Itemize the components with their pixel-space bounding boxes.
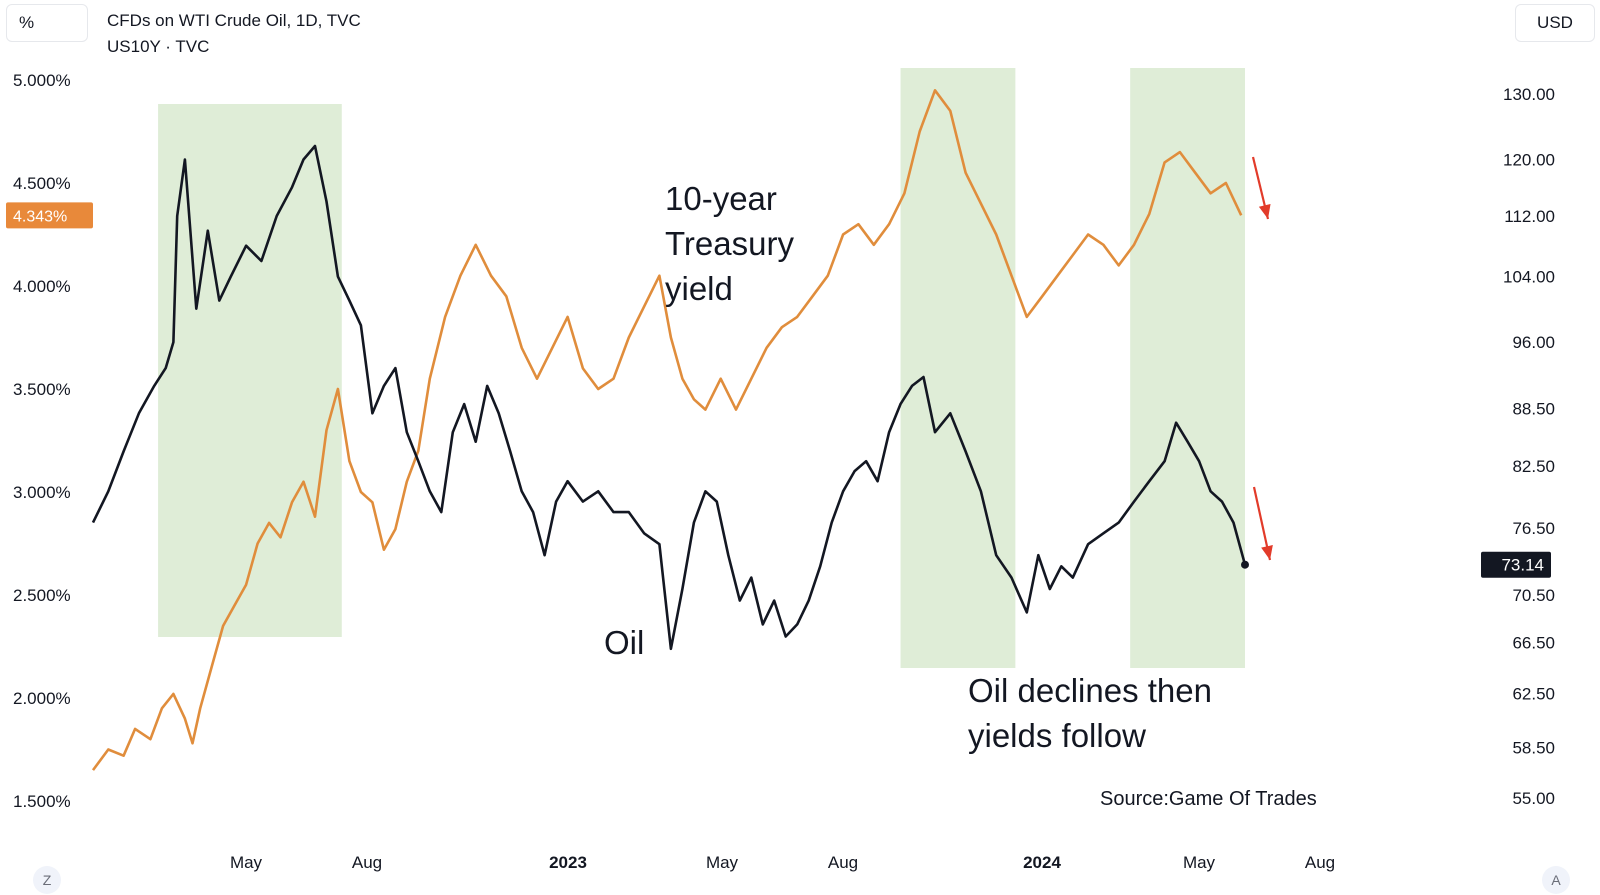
- oil-current-label: 73.14: [1501, 556, 1544, 575]
- source-credit: Source:Game Of Trades: [1100, 788, 1317, 810]
- left-axis-tick: 3.000%: [13, 483, 71, 502]
- right-axis-tick: 88.50: [1512, 400, 1555, 419]
- oil-down-arrow-head: [1261, 545, 1273, 560]
- right-axis-tick: 112.00: [1504, 207, 1555, 226]
- right-axis-tick: 82.50: [1512, 457, 1555, 476]
- right-axis-tick: 62.50: [1512, 684, 1555, 703]
- right-axis-tick: 130.00: [1503, 85, 1555, 104]
- x-axis-tick: May: [706, 853, 739, 872]
- x-axis-tick: 2023: [549, 853, 587, 872]
- x-axis-tick: Aug: [828, 853, 858, 872]
- left-axis-tick: 3.500%: [13, 380, 71, 399]
- right-axis-tick: 104.00: [1503, 268, 1555, 287]
- x-axis-tick: May: [230, 853, 263, 872]
- series-lines: [91, 89, 1249, 771]
- annotation-oil-declines: Oil declines then yields follow: [968, 672, 1212, 754]
- yield-down-arrow-head: [1258, 203, 1271, 219]
- oil-last-point: [1241, 560, 1249, 569]
- left-axis-tick: 4.000%: [13, 277, 71, 296]
- axes: 5.000% 4.500% 4.000% 3.500% 3.000% 2.500% 2.00…: [6, 71, 1555, 872]
- left-axis-tick: 2.000%: [13, 689, 71, 708]
- right-axis-tick: 96.00: [1512, 333, 1555, 352]
- right-axis-tick: 70.50: [1512, 586, 1555, 605]
- right-axis-tick: 55.00: [1512, 789, 1555, 808]
- oil-current-badge: [1481, 551, 1551, 578]
- auto-scale-button[interactable]: A: [1542, 866, 1570, 894]
- chart-legend-us10y: US10Y · TVC: [107, 37, 210, 56]
- yield-current-badge: [6, 202, 93, 229]
- left-axis-tick: 2.500%: [13, 586, 71, 605]
- x-axis-tick: Aug: [352, 853, 382, 872]
- x-axis-tick: Aug: [1305, 853, 1335, 872]
- yield-current-label: 4.343%: [13, 208, 67, 225]
- annotations: 10-year Treasury yield Oil Oil declines then…: [604, 156, 1317, 810]
- right-axis-tick: 76.50: [1512, 519, 1555, 538]
- right-axis-tick: 120.00: [1503, 151, 1555, 170]
- left-axis-unit-button[interactable]: %: [6, 4, 88, 42]
- oil-series-line: [91, 144, 1247, 651]
- left-axis-tick: 4.500%: [13, 174, 71, 193]
- highlight-regions: [158, 68, 1245, 668]
- left-axis-tick: 5.000%: [13, 71, 71, 90]
- left-axis-tick: 1.500%: [13, 792, 71, 811]
- x-axis-tick: 2024: [1023, 853, 1061, 872]
- right-axis-unit-button[interactable]: USD: [1515, 4, 1595, 42]
- right-axis-tick: 58.50: [1512, 739, 1555, 758]
- yield-series-line: [91, 89, 1243, 771]
- annotation-oil: Oil: [604, 624, 644, 661]
- annotation-yield: 10-year Treasury yield: [665, 180, 794, 307]
- highlight-region-2: [900, 68, 1016, 668]
- right-axis-tick: 66.50: [1512, 634, 1555, 653]
- zoom-reset-button[interactable]: Z: [33, 866, 61, 894]
- highlight-region-3: [1130, 68, 1245, 668]
- chart-legend-oil: CFDs on WTI Crude Oil, 1D, TVC: [107, 11, 361, 30]
- x-axis-tick: May: [1183, 853, 1216, 872]
